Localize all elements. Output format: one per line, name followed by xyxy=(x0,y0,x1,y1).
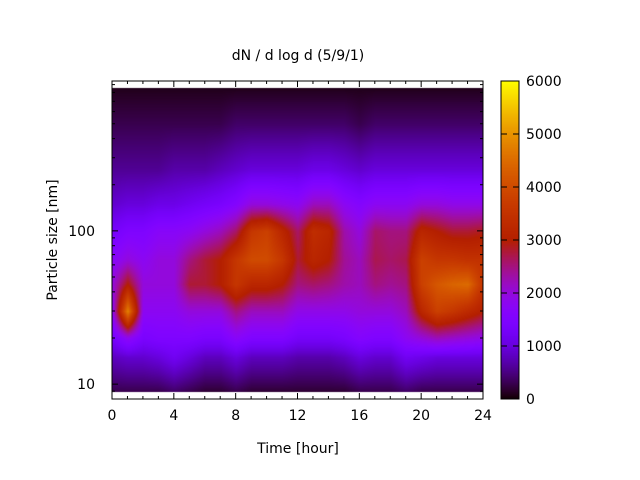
x-tick-label: 0 xyxy=(108,408,117,424)
colorbar xyxy=(501,81,519,399)
x-axis-label: Time [hour] xyxy=(256,441,339,457)
y-tick-label: 10 xyxy=(77,377,95,393)
x-tick-label: 24 xyxy=(474,408,492,424)
colorbar-tick-label: 6000 xyxy=(526,74,562,90)
x-tick-label: 20 xyxy=(412,408,430,424)
colorbar-tick-label: 2000 xyxy=(526,286,562,302)
colorbar-tick-label: 0 xyxy=(526,392,535,408)
colorbar-tick-label: 1000 xyxy=(526,339,562,355)
colorbar-tick-label: 4000 xyxy=(526,180,562,196)
plot-frame xyxy=(111,80,484,400)
x-tick-label: 12 xyxy=(289,408,307,424)
heatmap xyxy=(112,81,483,399)
x-tick-label: 4 xyxy=(169,408,178,424)
x-tick-label: 8 xyxy=(231,408,240,424)
y-tick-label: 100 xyxy=(68,224,95,240)
x-tick-label: 16 xyxy=(350,408,368,424)
colorbar-tick-label: 3000 xyxy=(526,233,562,249)
chart-title: dN / d log d (5/9/1) xyxy=(232,48,365,64)
y-axis-label: Particle size [nm] xyxy=(45,179,61,300)
colorbar-tick-label: 5000 xyxy=(526,127,562,143)
